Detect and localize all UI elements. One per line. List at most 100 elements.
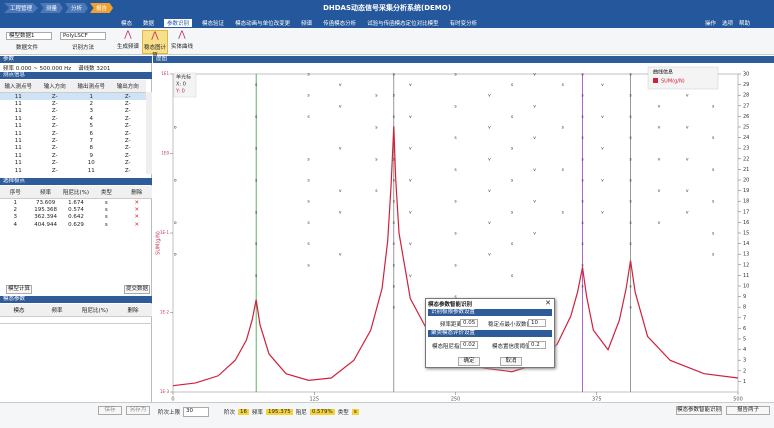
stability-symbol: s	[581, 200, 584, 205]
stability-symbol: s	[511, 274, 514, 279]
stability-symbol: v	[686, 189, 689, 194]
button[interactable]: 报告两子	[726, 406, 770, 415]
menu-tab[interactable]: 试验与传函模态定位对比模型	[367, 21, 439, 27]
input[interactable]: 0.05	[460, 319, 478, 327]
value: 0.000 ~ 500.000 Hz	[15, 66, 72, 72]
stability-symbol: s	[629, 115, 632, 120]
column-header: 序号	[0, 186, 31, 199]
stability-symbol: s	[581, 115, 584, 120]
breadcrumb[interactable]: 报告	[90, 3, 114, 13]
table-row[interactable]: 11 Z- 9 Z-	[0, 152, 146, 159]
toolbar-button[interactable]: ⋀ 生成频谱	[116, 30, 140, 52]
input[interactable]: 0.02	[460, 341, 478, 349]
breadcrumb[interactable]: 工程管理	[4, 3, 39, 13]
table-row[interactable]: 11 Z- 5 Z-	[0, 123, 146, 130]
stability-symbol: s	[307, 94, 310, 99]
cell: Z-	[51, 130, 58, 137]
stability-symbol: v	[488, 126, 491, 131]
stability-symbol: s	[393, 242, 396, 247]
scrollbar[interactable]	[146, 92, 152, 174]
stability-symbol: v	[488, 157, 491, 162]
stability-symbol: s	[581, 263, 584, 268]
stability-symbol: v	[409, 179, 412, 184]
cell: 11	[14, 130, 22, 137]
table-row[interactable]: 11 Z- 4 Z-	[0, 115, 146, 122]
stability-symbol: v	[658, 157, 661, 162]
menu-tab[interactable]: 模态动画与单位改变更	[235, 21, 291, 27]
delete-icon[interactable]: ✕	[134, 199, 140, 206]
menu-tab[interactable]: 模态	[121, 21, 133, 27]
stability-symbol: v	[686, 126, 689, 131]
button[interactable]: 提交数据	[124, 285, 150, 294]
table-row[interactable]: 11 Z- 11 Z-	[0, 167, 146, 174]
stability-symbol: s	[307, 73, 310, 78]
breadcrumb[interactable]: 分析	[65, 3, 89, 13]
column-header: 阻尼比(%)	[76, 304, 114, 317]
delete-icon[interactable]: ✕	[134, 214, 140, 221]
cell: Z-	[124, 167, 131, 174]
toolbar-button[interactable]: ⋀ 实体曲线	[170, 30, 194, 52]
cell: 1	[89, 93, 94, 100]
table-row[interactable]: 3 362.394 0.642 s ✕	[0, 214, 152, 221]
table-row[interactable]: 4 404.944 0.629 s ✕	[0, 221, 152, 228]
stability-symbol: s	[581, 285, 584, 290]
menu-item[interactable]: 操作	[705, 21, 717, 27]
stability-symbol: s	[255, 83, 258, 88]
input[interactable]: 10	[528, 319, 546, 327]
menu-tab[interactable]: 传函模态分析	[323, 21, 357, 27]
menu-tab[interactable]: 有时变分析	[449, 21, 478, 27]
menu-item[interactable]: 帮助	[739, 21, 751, 27]
breadcrumb[interactable]: 测量	[40, 3, 64, 13]
stability-symbol: s	[562, 126, 565, 131]
cell: Z-	[51, 152, 58, 159]
table-row[interactable]: 1 73.609 1.674 s ✕	[0, 199, 152, 207]
button[interactable]: 模态参数智能识别	[676, 406, 722, 415]
stability-symbol: s	[629, 285, 632, 290]
cell: Z-	[124, 138, 131, 145]
table-row[interactable]: 2 195.368 0.574 s ✕	[0, 206, 152, 213]
table-row[interactable]: 11 Z- 6 Z-	[0, 130, 146, 137]
table-row[interactable]: 11 Z- 8 Z-	[0, 145, 146, 152]
method-select[interactable]: PolyLSCF	[60, 32, 106, 40]
chart-header: 虚图	[153, 56, 774, 63]
ok-button[interactable]: 确定	[458, 357, 480, 366]
table-row[interactable]: 11 Z- 1 Z-	[0, 92, 146, 101]
label: 实体曲线	[170, 44, 193, 50]
delete-icon[interactable]: ✕	[134, 207, 140, 214]
menu-item[interactable]: 选项	[722, 21, 734, 27]
menu-tab[interactable]: 频谱	[301, 21, 313, 27]
button[interactable]: 另存为	[126, 406, 150, 415]
table-row[interactable]: 11 Z- 2 Z-	[0, 100, 146, 107]
stability-symbol: s	[629, 221, 632, 226]
button[interactable]: 保存	[98, 406, 122, 415]
input[interactable]: 0.2	[528, 341, 546, 349]
y2-tick-label: 22	[743, 156, 749, 162]
stability-symbol: v	[409, 274, 412, 279]
menu-tab[interactable]: 参数识别	[164, 19, 193, 27]
menu-tab[interactable]: 数据	[143, 21, 155, 27]
data-file-select[interactable]: 模型数据1	[6, 32, 52, 40]
y2-tick-label: 10	[743, 284, 749, 290]
cancel-button[interactable]: 取消	[500, 357, 522, 366]
stability-symbol: v	[339, 189, 342, 194]
cursor-info: 单光标	[176, 74, 191, 81]
label: 模态阻尼指数	[432, 344, 466, 350]
stability-symbol: s	[255, 115, 258, 120]
input[interactable]: 30	[183, 407, 210, 417]
x-tick-label: 0	[171, 397, 174, 402]
table-row[interactable]: 11 Z- 10 Z-	[0, 160, 146, 167]
stability-symbol: s	[581, 242, 584, 247]
y2-tick-label: 13	[743, 252, 749, 258]
button[interactable]: 模型计算	[6, 285, 32, 294]
menu-tab[interactable]: 模态验证	[202, 21, 225, 27]
y2-tick-label: 16	[743, 220, 749, 226]
table-row[interactable]: 11 Z- 7 Z-	[0, 137, 146, 144]
y2-tick-label: 23	[743, 146, 749, 152]
cell: 11	[14, 152, 22, 159]
close-icon[interactable]: ✕	[545, 299, 551, 307]
stability-symbol: s	[255, 274, 258, 279]
toolbar-button[interactable]: ⋀稳态图计算	[142, 30, 168, 59]
delete-icon[interactable]: ✕	[134, 221, 140, 228]
table-row[interactable]: 11 Z- 3 Z-	[0, 108, 146, 115]
cell: Z-	[124, 130, 131, 137]
